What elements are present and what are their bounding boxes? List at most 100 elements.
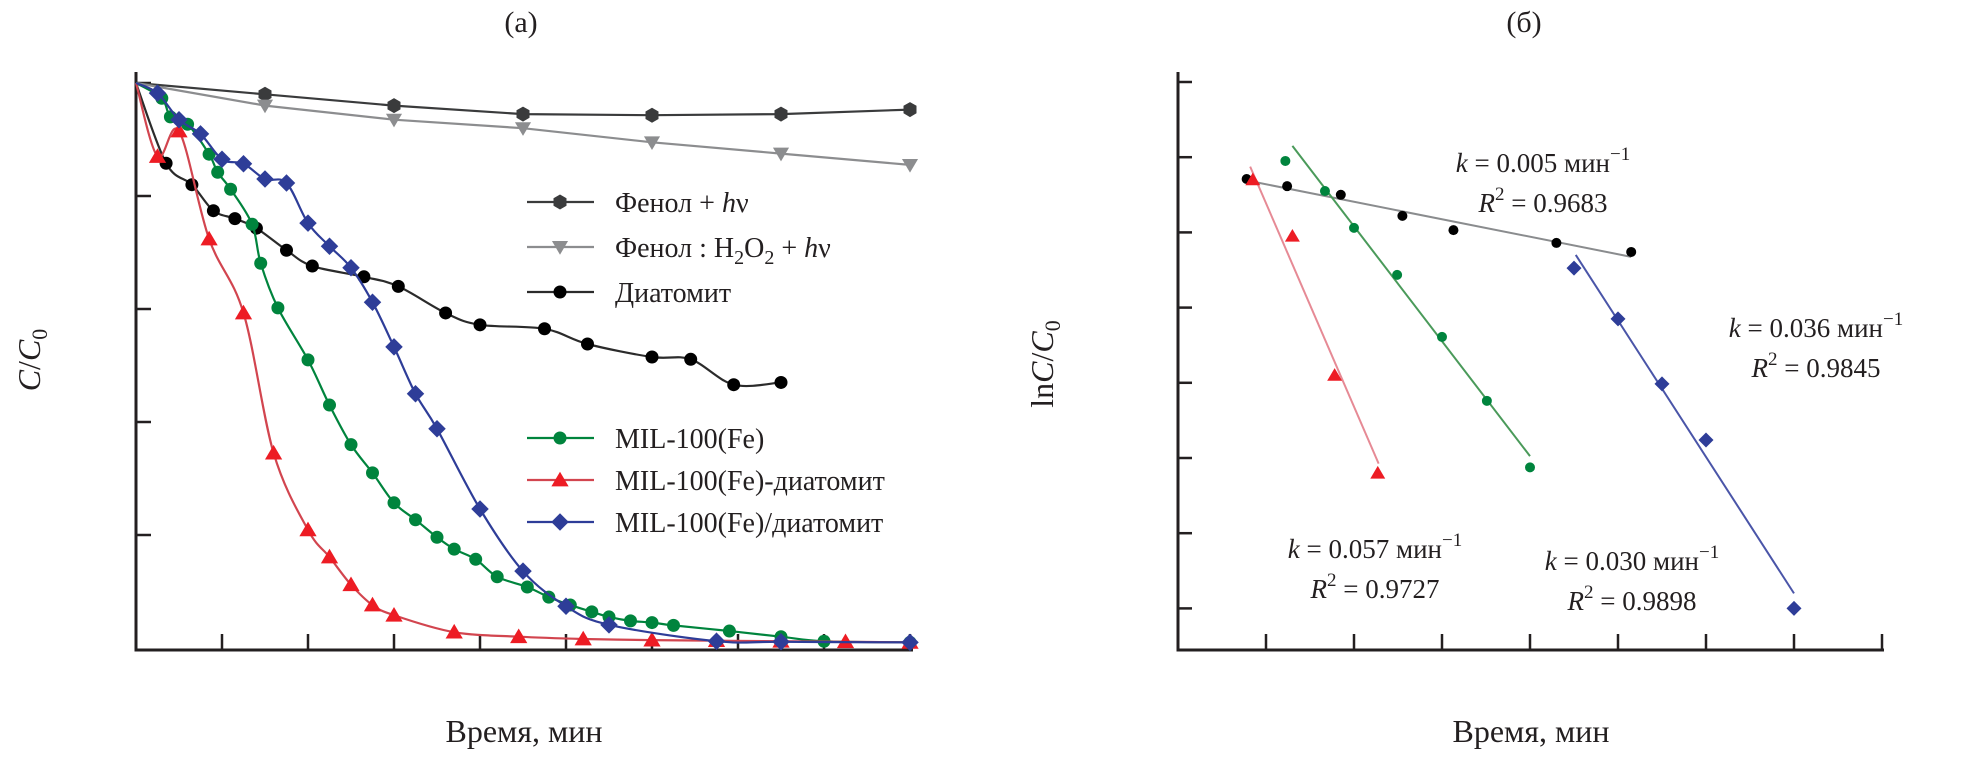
annotation-диатомит: k = 0.005 мин−1R2 = 0.9683 <box>1456 144 1630 218</box>
data-point <box>684 352 698 366</box>
series-line <box>135 81 911 644</box>
data-point <box>667 618 680 632</box>
data-point <box>557 597 575 615</box>
data-point <box>301 353 315 367</box>
panel-b-ticks <box>1178 80 1884 650</box>
data-point <box>1282 181 1293 192</box>
data-point <box>1370 465 1386 479</box>
data-point <box>305 259 319 273</box>
data-point <box>514 562 532 580</box>
data-point <box>471 500 489 518</box>
annotation-rate-part: k <box>1288 534 1301 564</box>
annotation-rate-part: k <box>1456 148 1469 178</box>
annotation-mil-100-fe-диатомит: k = 0.036 мин−1R2 = 0.9845 <box>1729 309 1903 383</box>
annotation-r2-part: 0.9898 <box>1622 586 1696 616</box>
data-point <box>574 630 592 646</box>
annotation-mil-100-fe-диатомит: k = 0.057 мин−1R2 = 0.9727 <box>1288 530 1462 604</box>
annotation-rate: k = 0.005 мин−1 <box>1456 144 1630 178</box>
data-point <box>1437 331 1447 342</box>
data-point <box>211 165 225 179</box>
series-mil-100-fe-диатомит <box>135 81 919 652</box>
legend-label-part: 2 <box>734 247 744 269</box>
annotation-r2-part: = <box>1505 188 1534 218</box>
series-mil-100-fe-диатомит <box>134 82 919 649</box>
annotation-r2-part: R <box>1751 353 1769 383</box>
panel-b: (б) Время, мин lnC/C0 k = 0.005 мин−1R2 … <box>1024 6 1903 749</box>
data-point <box>258 86 272 102</box>
panel-a-series <box>134 81 919 652</box>
data-point <box>722 624 736 638</box>
data-point <box>520 580 534 594</box>
panel-b-y-axis-title: lnC/C0 <box>1024 320 1065 407</box>
data-point <box>643 631 661 647</box>
annotation-rate-part: k <box>1545 546 1558 576</box>
series-line <box>134 82 911 644</box>
annotation-rate-part: k <box>1729 313 1742 343</box>
legend-marker <box>553 285 567 299</box>
data-point <box>645 350 659 364</box>
annotation-rate-part: = <box>1468 148 1497 178</box>
data-point <box>1280 155 1291 166</box>
data-point <box>1551 237 1562 248</box>
annotation-rate-part: мин <box>1837 313 1883 343</box>
data-point <box>202 147 216 161</box>
data-point <box>643 136 661 151</box>
annotation-r2-part: 0.9845 <box>1806 353 1880 383</box>
series-line <box>135 82 911 644</box>
data-point <box>280 243 293 257</box>
panel-b-x-axis-title: Время, мин <box>1452 713 1609 749</box>
data-point <box>645 107 659 123</box>
data-point <box>1786 600 1802 616</box>
annotation-r2-part: = <box>1778 353 1807 383</box>
legend-label-part: h <box>804 233 818 264</box>
annotation-rate-part: мин <box>1564 148 1610 178</box>
panel-a-legend: Фенол + hν Фенол : H2O2 + hν Диатомит MIL-1… <box>527 188 885 539</box>
data-point <box>542 590 556 604</box>
legend-marker <box>553 431 567 445</box>
data-point <box>385 338 403 356</box>
data-point <box>439 306 453 320</box>
data-point <box>1566 260 1582 276</box>
data-point <box>170 122 188 138</box>
data-point <box>224 182 238 196</box>
annotation-r2-part: 2 <box>1584 582 1594 603</box>
legend-label-part: Фенол + <box>615 188 722 219</box>
legend-label: MIL-100(Fe) <box>615 424 764 455</box>
annotation-rate-part: = <box>1741 313 1770 343</box>
data-point <box>514 122 532 136</box>
data-point <box>148 84 167 102</box>
data-point <box>1481 395 1492 406</box>
data-point <box>299 214 317 232</box>
legend-label-part: 2 <box>764 247 774 269</box>
annotation-rate-part <box>1830 313 1837 343</box>
data-point <box>428 420 446 438</box>
data-point <box>1397 210 1408 221</box>
annotation-rate-part <box>1646 546 1653 576</box>
annotation-rate-part: 0.005 <box>1497 148 1558 178</box>
annotation-mil-100-fe: k = 0.030 мин−1R2 = 0.9898 <box>1545 542 1719 616</box>
annotation-rate-part: мин <box>1653 546 1699 576</box>
fit-line <box>1252 180 1632 258</box>
legend-item-mil-100-fe-диатомит: MIL-100(Fe)/диатомит <box>527 508 883 539</box>
legend-marker <box>551 241 569 255</box>
annotation-rate-part: −1 <box>1883 309 1903 330</box>
data-point <box>510 628 528 644</box>
annotation-r2: R2 = 0.9845 <box>1751 349 1881 383</box>
data-point <box>430 530 444 544</box>
data-point <box>299 521 317 537</box>
data-point <box>409 513 422 527</box>
legend-label: Фенол : H2O2 + hν <box>615 233 831 269</box>
data-point <box>245 217 259 231</box>
legend-label-part: MIL-100(Fe)/диатомит <box>615 508 883 539</box>
data-point <box>473 318 487 332</box>
data-point <box>445 623 463 639</box>
series-mil-100-fe-диатомит <box>1566 254 1802 616</box>
data-point <box>772 633 790 651</box>
legend-label: Диатомит <box>615 278 731 309</box>
data-point <box>645 616 659 630</box>
fit-line <box>1574 254 1795 594</box>
data-point <box>1626 246 1637 257</box>
annotation-r2-part: R <box>1478 188 1496 218</box>
legend-item-фенол-h: Фенол + hν <box>527 188 749 219</box>
